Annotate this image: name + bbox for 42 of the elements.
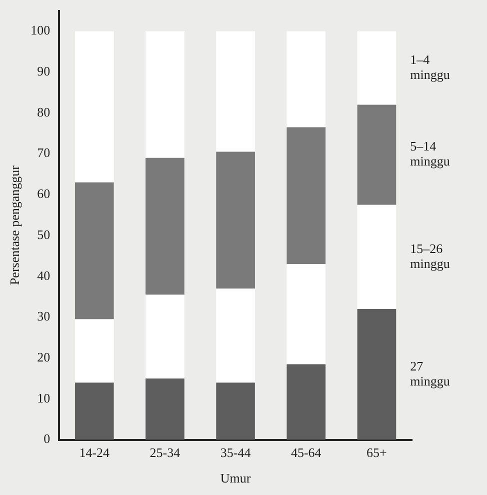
y-tick-label: 10: [37, 390, 50, 406]
series-label: 27 minggu: [410, 358, 450, 388]
bar: [286, 264, 326, 364]
x-tick-label: 25-34: [150, 445, 181, 460]
y-tick-label: 70: [37, 145, 50, 160]
bar: [146, 378, 184, 440]
bar: [74, 31, 114, 182]
bar: [357, 104, 396, 205]
y-tick-label: 90: [37, 64, 50, 79]
y-tick-label: 20: [37, 350, 50, 365]
series-label: 15–26 minggu: [410, 240, 450, 271]
y-tick-label: 30: [37, 308, 50, 324]
bar: [357, 204, 396, 310]
bar: [286, 127, 326, 264]
bar: [357, 309, 396, 440]
y-tick-label: 50: [37, 226, 50, 242]
bar: [146, 294, 184, 379]
x-axis-title: Umur: [220, 470, 252, 486]
series-label: 5–14 minggu: [410, 138, 450, 169]
bar: [74, 319, 114, 383]
x-tick-label: 45-64: [290, 445, 322, 460]
y-tick-label: 100: [30, 22, 50, 38]
bar: [216, 288, 255, 383]
bar: [216, 152, 255, 289]
y-axis-title: Persentase penganggur: [7, 164, 22, 286]
bar: [286, 31, 326, 128]
bar: [74, 382, 114, 440]
bar: [216, 382, 255, 440]
x-tick-label: 14-24: [79, 445, 110, 460]
y-tick-label: 40: [37, 268, 50, 283]
x-tick-label: 35-44: [220, 445, 252, 460]
bar: [216, 31, 255, 152]
y-tick-label: 80: [37, 104, 50, 120]
series-label: 1–4 minggu: [410, 52, 450, 82]
bar: [74, 182, 114, 320]
bar: [146, 31, 184, 158]
bar: [146, 158, 184, 295]
y-tick-label: 0: [44, 431, 50, 446]
bar: [357, 31, 396, 105]
y-tick-label: 60: [37, 186, 50, 202]
bar: [286, 364, 326, 440]
x-tick-label: 65+: [366, 445, 387, 460]
